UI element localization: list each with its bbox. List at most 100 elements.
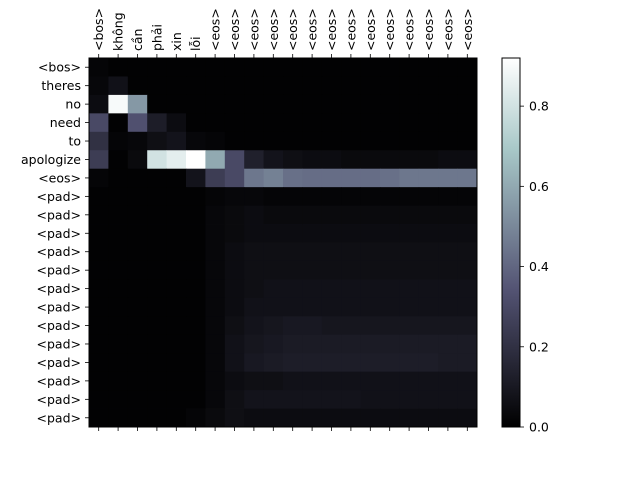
heatmap-cell xyxy=(457,408,478,428)
heatmap-cell xyxy=(418,408,439,428)
heatmap-cell xyxy=(341,224,361,243)
heatmap-cell xyxy=(108,316,129,336)
heatmap-cell xyxy=(263,316,284,336)
heatmap-cell xyxy=(341,316,361,336)
heatmap-cell xyxy=(457,242,478,262)
heatmap-cell xyxy=(302,187,323,206)
heatmap-cell xyxy=(147,131,167,151)
heatmap-cell xyxy=(321,150,342,170)
heatmap-cell xyxy=(127,76,148,96)
heatmap-cell xyxy=(283,224,303,243)
heatmap-cell xyxy=(224,390,245,409)
heatmap-cell xyxy=(438,150,458,170)
heatmap-cell xyxy=(341,371,361,391)
heatmap-cell xyxy=(263,390,284,409)
heatmap-cell xyxy=(205,58,226,77)
heatmap-cell xyxy=(89,408,109,428)
heatmap-cell xyxy=(147,390,167,409)
heatmap-cell xyxy=(108,279,129,299)
colorbar-tick-label: 0.0 xyxy=(529,420,549,435)
heatmap-cell xyxy=(127,58,148,77)
heatmap-cell xyxy=(399,279,420,299)
heatmap-cell xyxy=(186,334,206,354)
heatmap-cell xyxy=(418,242,439,262)
heatmap-cell xyxy=(438,408,458,428)
heatmap-cell xyxy=(224,371,245,391)
heatmap-cell xyxy=(360,205,381,225)
x-tick-label: <eos> xyxy=(305,8,320,51)
heatmap-cell xyxy=(302,260,323,280)
heatmap-cell xyxy=(283,297,303,317)
heatmap-cell xyxy=(457,168,478,188)
heatmap-cell xyxy=(127,371,148,391)
heatmap-cell xyxy=(147,316,167,336)
x-tick-label: không xyxy=(111,12,126,51)
heatmap-cell xyxy=(380,187,400,206)
colorbar-tick-label: 0.6 xyxy=(529,179,549,194)
heatmap-cell xyxy=(108,297,129,317)
heatmap-cell xyxy=(360,334,381,354)
heatmap-cell xyxy=(341,334,361,354)
heatmap-cell xyxy=(360,131,381,151)
heatmap-cell xyxy=(244,131,264,151)
x-tick-label: cần xyxy=(130,29,145,51)
heatmap-cell xyxy=(380,297,400,317)
heatmap-cell xyxy=(244,334,264,354)
heatmap-cell xyxy=(205,408,226,428)
heatmap-cell xyxy=(321,353,342,373)
heatmap-cell xyxy=(283,242,303,262)
heatmap-cell xyxy=(418,168,439,188)
heatmap-cell xyxy=(438,260,458,280)
heatmap-cell xyxy=(418,58,439,77)
heatmap-cell xyxy=(341,390,361,409)
heatmap-cell xyxy=(147,187,167,206)
heatmap-cell xyxy=(263,224,284,243)
heatmap-cell xyxy=(341,279,361,299)
heatmap-cell xyxy=(205,76,226,96)
heatmap-cell xyxy=(341,242,361,262)
heatmap-cell xyxy=(418,371,439,391)
heatmap-cell xyxy=(457,224,478,243)
heatmap-cell xyxy=(263,408,284,428)
heatmap-cell xyxy=(89,58,109,77)
heatmap-cell xyxy=(438,353,458,373)
heatmap-cell xyxy=(89,260,109,280)
heatmap-cell xyxy=(457,131,478,151)
heatmap-cell xyxy=(438,390,458,409)
heatmap-cell xyxy=(244,316,264,336)
y-tick-label: <pad> xyxy=(37,337,81,352)
heatmap-cell xyxy=(108,205,129,225)
heatmap-cell xyxy=(108,371,129,391)
heatmap-cell xyxy=(380,390,400,409)
heatmap-cell xyxy=(244,260,264,280)
heatmap-cell xyxy=(418,316,439,336)
heatmap-cell xyxy=(205,224,226,243)
heatmap-cell xyxy=(166,168,187,188)
heatmap-cell xyxy=(341,260,361,280)
heatmap-cell xyxy=(244,224,264,243)
heatmap-cell xyxy=(244,297,264,317)
heatmap-cell xyxy=(89,353,109,373)
heatmap-cell xyxy=(108,131,129,151)
heatmap-cell xyxy=(166,371,187,391)
colorbar-tick-label: 0.8 xyxy=(529,99,549,114)
heatmap-cell xyxy=(380,113,400,133)
heatmap-cell xyxy=(399,297,420,317)
heatmap-cell xyxy=(224,131,245,151)
y-tick-label: <bos> xyxy=(38,60,81,75)
heatmap-cell xyxy=(263,353,284,373)
heatmap-cell xyxy=(89,316,109,336)
heatmap-cell xyxy=(438,371,458,391)
heatmap-cell xyxy=(321,76,342,96)
heatmap-cell xyxy=(418,113,439,133)
heatmap-cell xyxy=(321,279,342,299)
heatmap-cell xyxy=(89,334,109,354)
heatmap-cell xyxy=(457,316,478,336)
heatmap-cell xyxy=(283,408,303,428)
heatmap-cell xyxy=(399,224,420,243)
heatmap-cell xyxy=(224,260,245,280)
heatmap-cell xyxy=(399,408,420,428)
heatmap-cell xyxy=(244,353,264,373)
heatmap-cell xyxy=(186,94,206,114)
x-tick-label: <eos> xyxy=(382,8,397,51)
